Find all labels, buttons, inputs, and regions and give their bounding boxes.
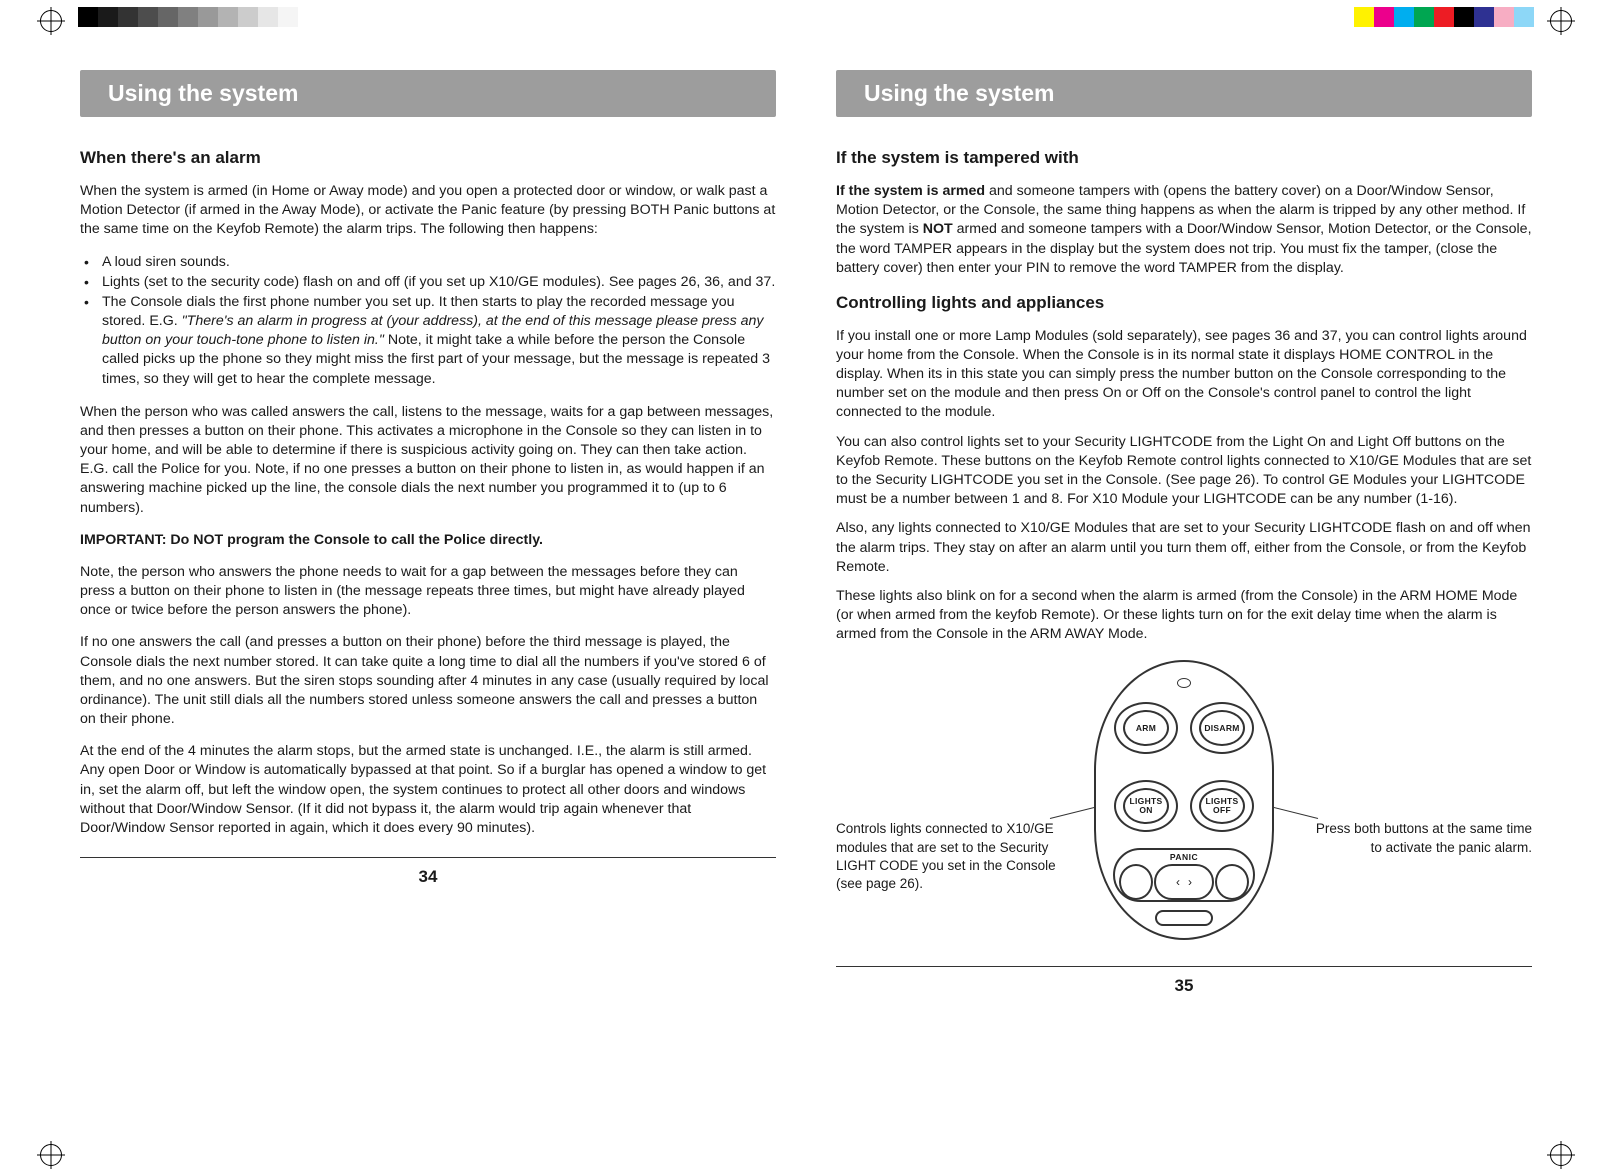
swatch [1454, 7, 1474, 27]
page-spread: Using the system When there's an alarm W… [80, 70, 1532, 1116]
heading-alarm: When there's an alarm [80, 147, 776, 170]
panic-left-button [1119, 864, 1153, 900]
swatch [298, 7, 318, 27]
paragraph: If you install one or more Lamp Modules … [836, 327, 1532, 423]
important-note: IMPORTANT: Do NOT program the Console to… [80, 531, 776, 550]
arm-button: ARM [1114, 702, 1178, 754]
intro-paragraph: When the system is armed (in Home or Awa… [80, 182, 776, 240]
swatch [158, 7, 178, 27]
swatch [138, 7, 158, 27]
heading-lights: Controlling lights and appliances [836, 292, 1532, 315]
swatch [238, 7, 258, 27]
swatch [98, 7, 118, 27]
print-registration [0, 7, 1612, 27]
paragraph: If no one answers the call (and presses … [80, 633, 776, 729]
paragraph: At the end of the 4 minutes the alarm st… [80, 742, 776, 838]
paragraph: When the person who was called answers t… [80, 403, 776, 518]
grayscale-swatches [78, 7, 318, 27]
swatch [1394, 7, 1414, 27]
registration-target-icon [40, 1144, 62, 1166]
disarm-button: DISARM [1190, 702, 1254, 754]
heading-tamper: If the system is tampered with [836, 147, 1532, 170]
keyfob-remote-figure: Controls lights connected to X10/GE modu… [836, 660, 1532, 960]
paragraph: Also, any lights connected to X10/GE Mod… [836, 519, 1532, 577]
page-34: Using the system When there's an alarm W… [80, 70, 776, 1116]
swatch [1474, 7, 1494, 27]
swatch [1514, 7, 1534, 27]
swatch [1434, 7, 1454, 27]
panic-center-icon: ‹› [1154, 864, 1214, 900]
section-header: Using the system [836, 70, 1532, 117]
swatch [1374, 7, 1394, 27]
registration-target-icon [1550, 10, 1572, 32]
swatch [198, 7, 218, 27]
panic-button-group: PANIC ‹› [1113, 848, 1255, 902]
lights-on-button: LIGHTS ON [1114, 780, 1178, 832]
swatch [278, 7, 298, 27]
swatch [258, 7, 278, 27]
panic-label: PANIC [1115, 852, 1253, 863]
paragraph: These lights also blink on for a second … [836, 587, 1532, 645]
callout-lights: Controls lights connected to X10/GE modu… [836, 820, 1056, 893]
led-icon [1177, 678, 1191, 688]
page-number: 35 [836, 966, 1532, 998]
swatch [118, 7, 138, 27]
color-swatches [1334, 7, 1534, 27]
list-item: The Console dials the first phone number… [80, 293, 776, 389]
callout-panic: Press both buttons at the same time to a… [1312, 820, 1532, 856]
page-35: Using the system If the system is tamper… [836, 70, 1532, 1116]
paragraph: If the system is armed and someone tampe… [836, 182, 1532, 278]
paragraph: You can also control lights set to your … [836, 433, 1532, 510]
section-header: Using the system [80, 70, 776, 117]
list-item: Lights (set to the security code) flash … [80, 273, 776, 292]
swatch [1354, 7, 1374, 27]
registration-target-icon [40, 10, 62, 32]
swatch [1334, 7, 1354, 27]
swatch [1414, 7, 1434, 27]
panic-right-button [1215, 864, 1249, 900]
swatch [1494, 7, 1514, 27]
page-number: 34 [80, 857, 776, 889]
swatch [178, 7, 198, 27]
swatch [218, 7, 238, 27]
registration-target-icon [1550, 1144, 1572, 1166]
list-item: A loud siren sounds. [80, 253, 776, 272]
alarm-sequence-list: A loud siren sounds. Lights (set to the … [80, 253, 776, 390]
paragraph: Note, the person who answers the phone n… [80, 563, 776, 621]
remote-bottom-slot-icon [1155, 910, 1213, 926]
swatch [78, 7, 98, 27]
lights-off-button: LIGHTS OFF [1190, 780, 1254, 832]
keyfob-remote-icon: ARM DISARM LIGHTS ON LIGHTS OFF PANIC ‹› [1094, 660, 1274, 940]
